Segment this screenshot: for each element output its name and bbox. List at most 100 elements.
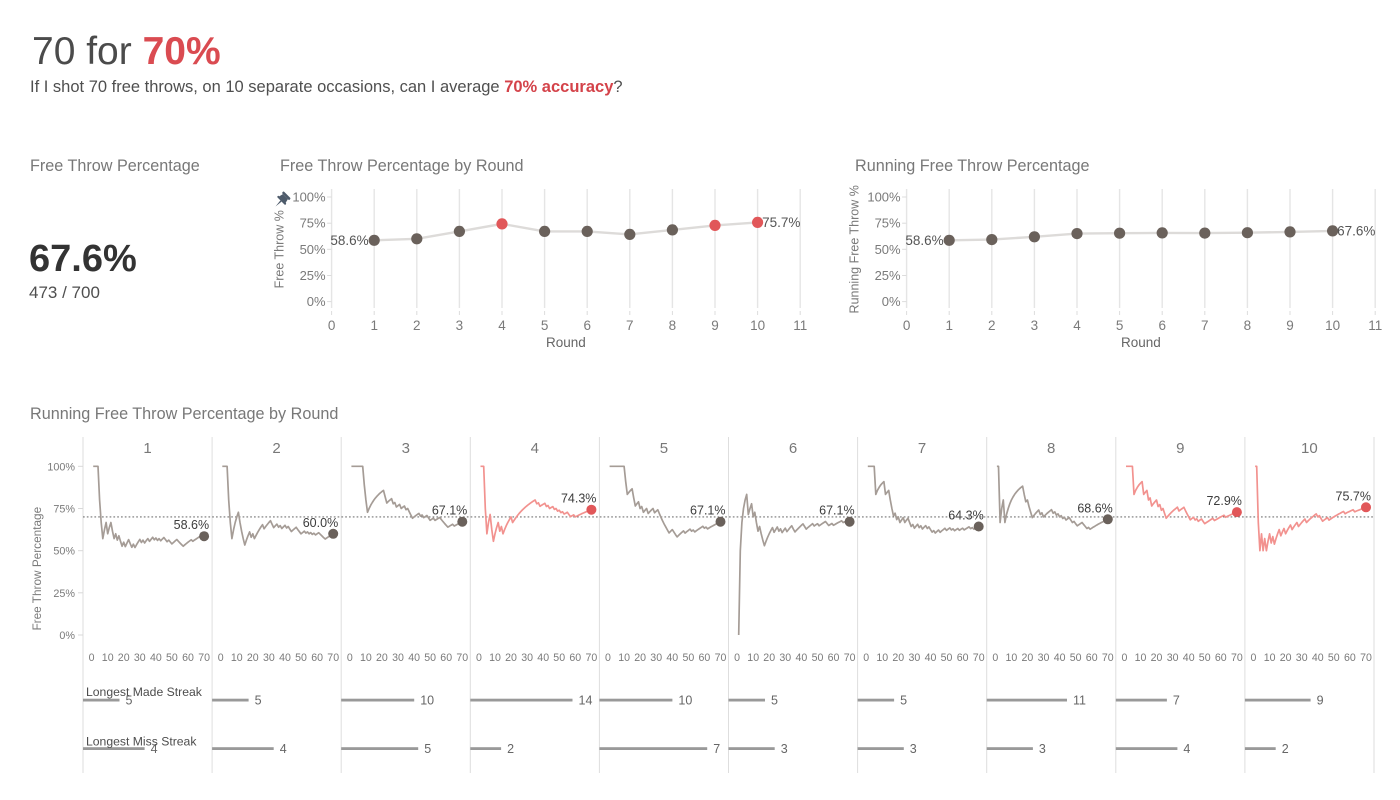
svg-text:50%: 50% <box>53 546 75 558</box>
svg-text:30: 30 <box>263 652 275 664</box>
svg-text:4: 4 <box>1073 318 1081 333</box>
svg-text:70: 70 <box>327 652 339 664</box>
svg-text:30: 30 <box>1296 652 1308 664</box>
svg-text:70: 70 <box>973 652 985 664</box>
svg-text:11: 11 <box>793 318 807 333</box>
svg-text:Running Free Throw %: Running Free Throw % <box>848 185 862 313</box>
svg-text:50: 50 <box>295 652 307 664</box>
svg-text:50: 50 <box>1070 652 1082 664</box>
svg-text:75%: 75% <box>53 504 75 516</box>
svg-text:7: 7 <box>918 440 926 457</box>
svg-text:60.0%: 60.0% <box>303 516 338 530</box>
svg-text:60: 60 <box>1086 652 1098 664</box>
svg-text:74.3%: 74.3% <box>561 492 596 506</box>
svg-text:100%: 100% <box>292 190 326 205</box>
svg-text:60: 60 <box>440 652 452 664</box>
svg-text:10: 10 <box>420 694 434 708</box>
svg-text:3: 3 <box>781 742 788 756</box>
svg-text:20: 20 <box>118 652 130 664</box>
svg-text:70: 70 <box>844 652 856 664</box>
svg-text:4: 4 <box>1183 742 1190 756</box>
svg-text:75.7%: 75.7% <box>1336 489 1371 503</box>
svg-text:50: 50 <box>1328 652 1340 664</box>
svg-text:0: 0 <box>1121 652 1127 664</box>
svg-text:30: 30 <box>650 652 662 664</box>
svg-text:50: 50 <box>424 652 436 664</box>
svg-text:1: 1 <box>370 318 378 333</box>
svg-text:70: 70 <box>715 652 727 664</box>
svg-text:20: 20 <box>634 652 646 664</box>
svg-text:10: 10 <box>747 652 759 664</box>
svg-text:8: 8 <box>669 318 677 333</box>
svg-text:40: 40 <box>1312 652 1324 664</box>
svg-text:7: 7 <box>1173 694 1180 708</box>
svg-text:50: 50 <box>166 652 178 664</box>
svg-text:100%: 100% <box>867 190 901 205</box>
svg-text:25%: 25% <box>300 268 326 283</box>
svg-text:3: 3 <box>1031 318 1039 333</box>
svg-text:60: 60 <box>182 652 194 664</box>
svg-text:14: 14 <box>579 694 593 708</box>
svg-text:9: 9 <box>1176 440 1184 457</box>
svg-text:5: 5 <box>1116 318 1124 333</box>
svg-text:40: 40 <box>279 652 291 664</box>
svg-text:60: 60 <box>311 652 323 664</box>
svg-text:50: 50 <box>812 652 824 664</box>
svg-text:100%: 100% <box>47 461 75 473</box>
svg-text:40: 40 <box>408 652 420 664</box>
svg-text:Free Throw %: Free Throw % <box>273 210 287 288</box>
svg-text:70: 70 <box>198 652 210 664</box>
svg-text:40: 40 <box>537 652 549 664</box>
svg-text:25%: 25% <box>875 268 901 283</box>
svg-text:58.6%: 58.6% <box>174 518 209 532</box>
svg-text:Longest Made Streak: Longest Made Streak <box>86 685 203 699</box>
svg-text:10: 10 <box>102 652 114 664</box>
svg-text:40: 40 <box>1054 652 1066 664</box>
svg-text:50: 50 <box>941 652 953 664</box>
svg-text:20: 20 <box>1022 652 1034 664</box>
svg-text:4: 4 <box>151 742 158 756</box>
svg-text:72.9%: 72.9% <box>1206 494 1241 508</box>
svg-text:67.6%: 67.6% <box>1337 223 1375 238</box>
svg-text:7: 7 <box>713 742 720 756</box>
svg-text:0: 0 <box>863 652 869 664</box>
svg-text:0%: 0% <box>882 294 901 309</box>
svg-text:10: 10 <box>1325 318 1340 333</box>
svg-text:70: 70 <box>586 652 598 664</box>
svg-text:Round: Round <box>546 335 586 350</box>
svg-text:30: 30 <box>909 652 921 664</box>
svg-text:0%: 0% <box>59 630 75 642</box>
svg-text:10: 10 <box>1301 440 1318 457</box>
svg-text:5: 5 <box>541 318 549 333</box>
svg-text:60: 60 <box>1344 652 1356 664</box>
svg-text:9: 9 <box>1286 318 1294 333</box>
svg-text:60: 60 <box>569 652 581 664</box>
svg-text:30: 30 <box>1167 652 1179 664</box>
svg-text:2: 2 <box>507 742 514 756</box>
svg-text:5: 5 <box>126 694 133 708</box>
svg-text:67.1%: 67.1% <box>690 504 725 518</box>
svg-text:0: 0 <box>1251 652 1257 664</box>
svg-text:6: 6 <box>789 440 797 457</box>
svg-text:30: 30 <box>779 652 791 664</box>
svg-text:20: 20 <box>376 652 388 664</box>
svg-text:3: 3 <box>402 440 410 457</box>
svg-text:0: 0 <box>903 318 911 333</box>
svg-text:50%: 50% <box>875 242 901 257</box>
svg-text:20: 20 <box>1280 652 1292 664</box>
svg-text:0: 0 <box>328 318 336 333</box>
svg-text:Longest Miss Streak: Longest Miss Streak <box>86 735 197 749</box>
svg-text:0: 0 <box>992 652 998 664</box>
svg-text:7: 7 <box>626 318 634 333</box>
svg-text:60: 60 <box>1215 652 1227 664</box>
svg-text:40: 40 <box>796 652 808 664</box>
svg-text:20: 20 <box>247 652 259 664</box>
svg-text:0: 0 <box>347 652 353 664</box>
svg-text:0: 0 <box>605 652 611 664</box>
svg-text:50: 50 <box>1199 652 1211 664</box>
svg-text:4: 4 <box>531 440 539 457</box>
svg-text:40: 40 <box>666 652 678 664</box>
svg-text:50: 50 <box>683 652 695 664</box>
svg-text:9: 9 <box>711 318 719 333</box>
svg-text:2: 2 <box>1282 742 1289 756</box>
